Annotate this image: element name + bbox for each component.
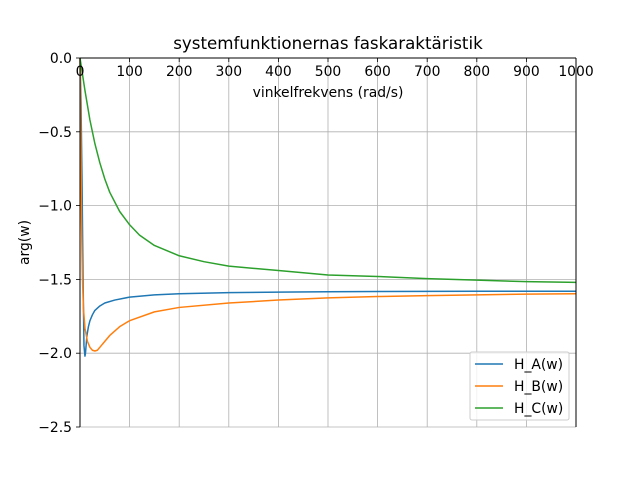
y-tick-label: −0.5 [38,125,72,141]
legend-label-1: H_A(w) [514,357,563,373]
ticks: 0 100 200 300 400 500 600 700 800 900 1000 0.0 −0.5 −… [38,51,593,436]
x-tick-label: 600 [364,64,391,80]
y-tick-label: 0.0 [50,51,72,67]
y-axis-label: arg(w) [17,220,33,265]
legend-label-3: H_C(w) [514,401,563,417]
x-axis-label: vinkelfrekvens (rad/s) [253,85,404,101]
y-tick-label: −1.5 [38,272,72,288]
legend: H_A(w) H_B(w) H_C(w) [469,351,570,421]
x-tick-label: 1000 [558,64,593,80]
x-tick-label: 200 [166,64,193,80]
series-line-1 [79,57,576,357]
x-tick-label: 500 [315,64,342,80]
x-tick-label: 100 [116,64,143,80]
y-tick-label: −1.0 [38,199,72,215]
x-tick-label: 0 [76,64,85,80]
y-tick-label: −2.5 [38,420,72,436]
series-line-2 [79,57,577,352]
legend-box [469,351,570,421]
x-tick-label: 800 [464,64,491,80]
legend-label-2: H_B(w) [514,379,563,395]
series-lines [79,57,577,357]
chart-title: systemfunktionernas faskaraktäristik [173,33,483,53]
series-line-3 [79,57,577,284]
y-tick-label: −2.0 [38,346,72,362]
x-tick-label: 400 [265,64,292,80]
x-tick-label: 700 [414,64,441,80]
x-tick-label: 900 [513,64,540,80]
x-tick-label: 300 [216,64,243,80]
